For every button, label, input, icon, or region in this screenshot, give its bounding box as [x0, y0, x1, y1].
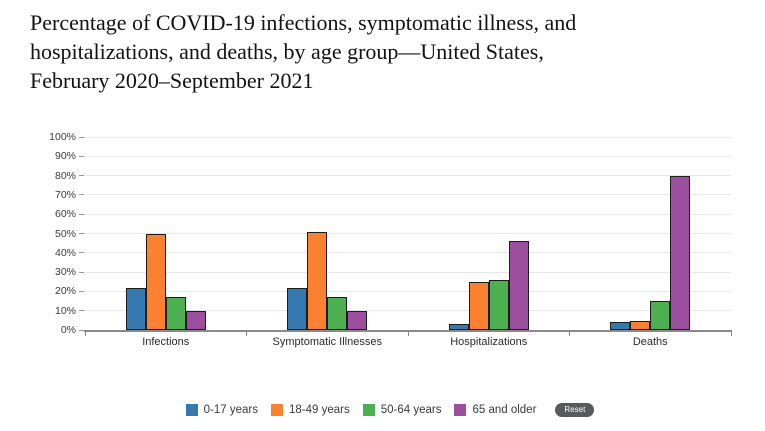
y-axis-tick-label: 0% — [60, 324, 76, 336]
y-axis-tick-label: 100% — [49, 131, 76, 143]
y-axis-tick — [79, 155, 84, 157]
y-axis-tick — [79, 329, 84, 331]
y-axis-tick-label: 60% — [54, 208, 76, 221]
x-axis-tick — [84, 332, 86, 336]
reset-button[interactable]: Reset — [555, 403, 595, 417]
bar-50-64-years[interactable] — [165, 297, 186, 330]
y-axis-tick — [79, 194, 84, 196]
y-gridline — [85, 155, 731, 157]
x-axis-category-label: Deaths — [632, 336, 668, 348]
y-axis-tick — [79, 310, 84, 312]
x-axis-tick — [407, 332, 409, 336]
bar-50-64-years[interactable] — [650, 301, 671, 330]
y-axis-tick — [79, 271, 84, 273]
page-title-line-1: Percentage of COVID-19 infections, sympt… — [30, 10, 577, 35]
legend-item-label: 65 and older — [472, 404, 537, 416]
y-axis-tick — [79, 175, 84, 177]
bar-18-49-years[interactable] — [630, 321, 651, 330]
page-title-line-3: February 2020–September 2021 — [30, 68, 314, 93]
y-axis-tick — [79, 233, 84, 234]
y-gridline — [85, 271, 731, 273]
y-axis-tick — [79, 213, 84, 215]
legend-swatch-icon — [185, 404, 198, 416]
y-axis-tick-label: 10% — [54, 304, 76, 317]
legend-swatch-icon — [362, 404, 375, 416]
x-axis-category-label: Symptomatic Illnesses — [272, 336, 382, 348]
y-axis-tick-label: 90% — [54, 150, 76, 163]
y-gridline — [85, 310, 731, 312]
y-axis-tick — [79, 136, 84, 138]
x-axis-category-label: Infections — [142, 336, 190, 348]
bar-18-49-years[interactable] — [307, 231, 328, 330]
y-gridline — [85, 252, 731, 254]
bar-0-17-years[interactable] — [125, 287, 146, 330]
x-axis-category-label: Hospitalizations — [450, 336, 528, 348]
y-gridline — [85, 175, 731, 177]
y-axis-tick-label: 40% — [54, 246, 76, 259]
x-axis-tick — [569, 332, 570, 336]
legend-swatch-icon — [271, 404, 283, 416]
chart-legend: 0-17 years 18-49 years 50-64 years 65 an… — [15, 403, 765, 417]
page-title-line-2: hospitalizations, and deaths, by age gro… — [30, 39, 544, 64]
legend-item-0-17-years[interactable]: 0-17 years — [185, 404, 258, 416]
bar-65-and-older[interactable] — [508, 241, 529, 330]
bar-0-17-years[interactable] — [448, 324, 469, 330]
bar-0-17-years[interactable] — [610, 322, 631, 330]
x-axis-tick — [730, 332, 732, 336]
y-axis-tick-label: 70% — [54, 188, 76, 201]
y-axis-tick-label: 50% — [54, 227, 76, 240]
bar-65-and-older[interactable] — [185, 310, 206, 330]
y-axis-tick-label: 30% — [54, 266, 76, 279]
legend-item-50-64-years[interactable]: 50-64 years — [362, 404, 442, 416]
bar-0-17-years[interactable] — [287, 287, 308, 330]
legend-item-label: 50-64 years — [380, 404, 442, 416]
y-gridline — [85, 194, 731, 196]
legend-item-18-49-years[interactable]: 18-49 years — [271, 404, 350, 416]
y-axis-tick-label: 80% — [54, 169, 76, 182]
legend-swatch-icon — [454, 404, 467, 416]
y-gridline — [85, 213, 731, 215]
y-axis-tick — [79, 252, 84, 254]
bar-18-49-years[interactable] — [468, 281, 489, 330]
x-axis-line — [84, 330, 732, 332]
legend-item-65-and-older[interactable]: 65 and older — [454, 404, 536, 416]
legend-item-label: 18-49 years — [289, 404, 350, 416]
y-gridline — [85, 290, 731, 292]
y-axis-tick-label: 20% — [54, 285, 76, 298]
bar-65-and-older[interactable] — [670, 175, 691, 330]
legend-item-label: 0-17 years — [203, 404, 258, 416]
page-title: Percentage of COVID-19 infections, sympt… — [30, 8, 750, 95]
bar-65-and-older[interactable] — [347, 310, 368, 330]
bar-50-64-years[interactable] — [327, 297, 348, 330]
y-axis-tick — [79, 290, 84, 292]
y-gridline — [85, 233, 731, 234]
bar-18-49-years[interactable] — [145, 233, 166, 330]
y-gridline — [85, 136, 731, 138]
x-axis-tick — [246, 332, 247, 336]
bar-50-64-years[interactable] — [488, 279, 509, 330]
